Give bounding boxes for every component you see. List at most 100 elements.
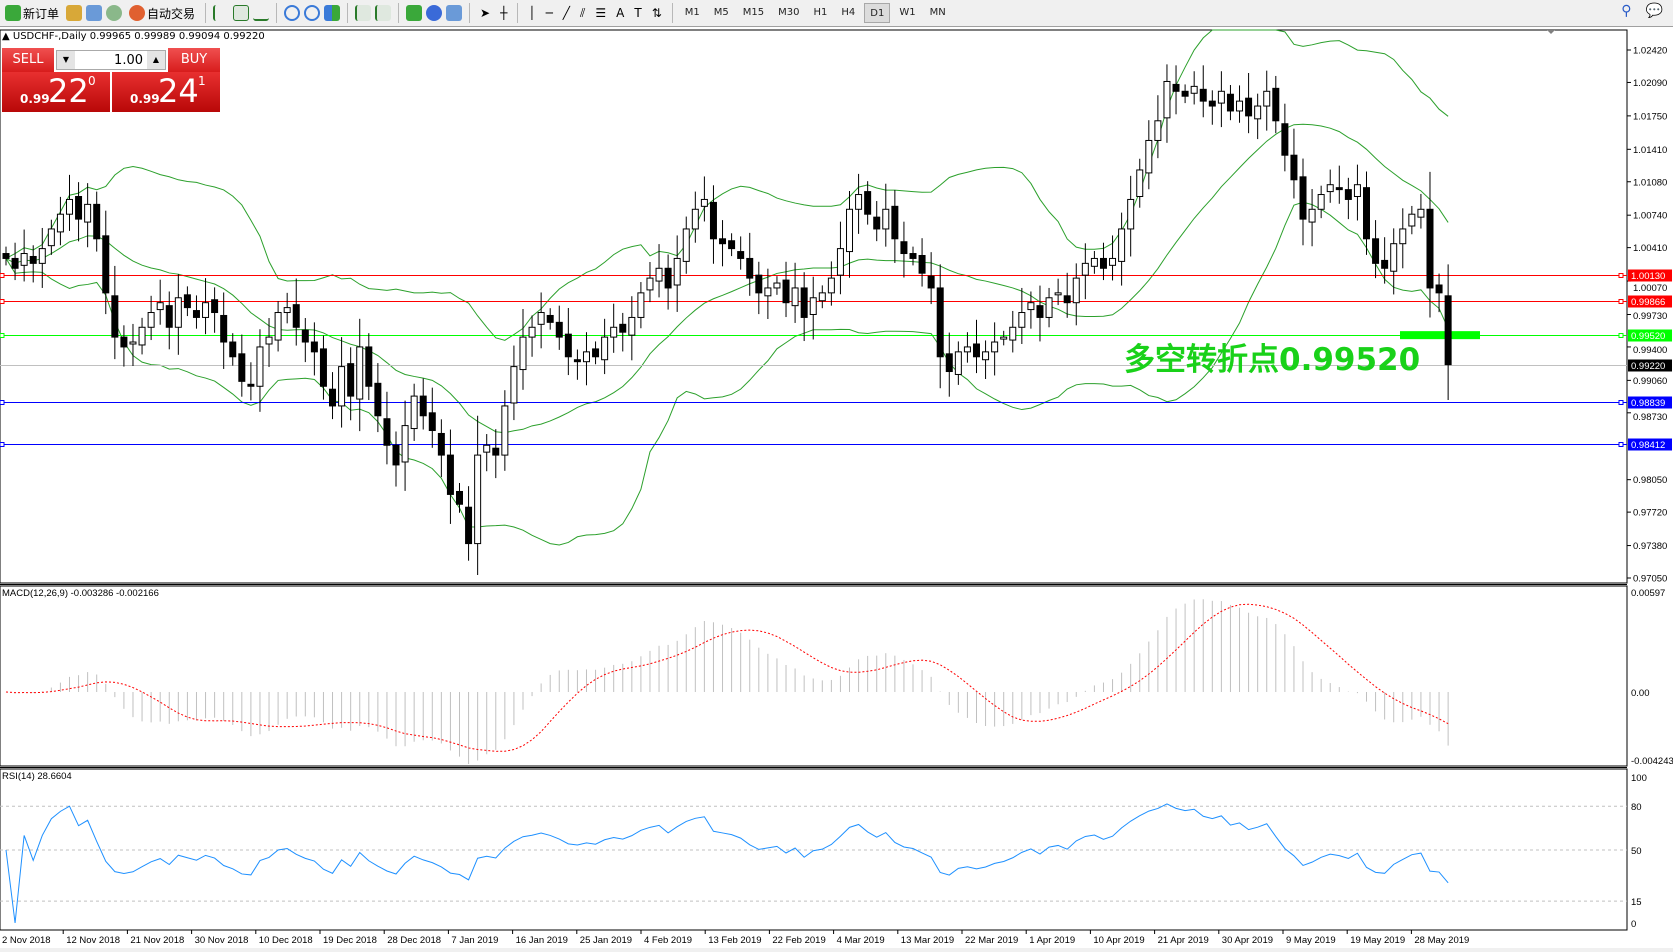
templates-icon[interactable] [446,5,463,21]
buy-price-button[interactable]: 0.99 24 1 [112,72,220,112]
divider [469,3,471,23]
candle-bear [782,279,790,304]
timeframe-m5[interactable]: M5 [713,7,729,18]
vertical-line-icon[interactable]: │ [528,6,536,20]
timeframe-h1[interactable]: H1 [813,7,828,18]
candle-bull [1317,194,1325,210]
candlestick-icon[interactable] [233,5,250,21]
status-strip [0,948,1673,952]
chart-shift-icon[interactable] [375,5,392,21]
candle-bear [2,253,10,259]
candle-bull [65,198,73,215]
price-axis-label: 1.00740 [1633,211,1667,222]
search-icon[interactable]: ⚲ [1621,3,1632,19]
horizontal-line-icon[interactable]: ─ [545,6,553,20]
crosshair-icon[interactable]: ┼ [500,6,508,20]
candle-bear [292,304,300,328]
signals-icon[interactable] [106,5,123,21]
date-axis-label: 30 Nov 2018 [195,935,249,946]
cursor-icon[interactable]: ➤ [480,6,491,20]
auto-trading-label: 自动交易 [147,6,196,21]
divider [276,3,278,23]
sell-button[interactable]: SELL [2,48,54,72]
candle-bull [1353,184,1361,198]
candle-bull [510,366,518,404]
candle-bull [601,336,609,361]
candle-bull [528,326,536,338]
candle-bull [827,277,835,294]
date-axis-label: 28 May 2019 [1414,935,1469,946]
candle-bear [1181,90,1189,97]
lot-size-stepper[interactable]: ▼ 1.00 ▲ [56,50,166,70]
timeframe-d1[interactable]: D1 [864,3,891,23]
decrease-lot-button[interactable]: ▼ [57,51,75,69]
timeframe-m1[interactable]: M1 [684,7,700,18]
timeframe-m15[interactable]: M15 [742,7,765,18]
price-chart[interactable]: 1.024201.020901.017501.014101.010801.007… [0,28,1673,952]
indicators-icon[interactable] [406,5,423,21]
rsi-axis-label: 50 [1631,846,1642,857]
timeframe-w1[interactable]: W1 [899,7,916,18]
pivot-marker [1400,331,1480,340]
timeframe-mn[interactable]: MN [929,7,946,18]
candle-bear [120,336,128,348]
candle-bear [310,341,318,353]
price-axis-label: 0.99060 [1633,376,1667,387]
chat-icon[interactable]: 💬 [1645,3,1663,19]
toolbar: 新订单 自动交易 ➤ ┼ │ ─ ╱ ⫽ ☰ A T ⇅ M1 M5 M15 M… [0,0,1673,27]
lot-size-input[interactable]: 1.00 [114,52,143,68]
timeframe-h4[interactable]: H4 [841,7,856,18]
candle-bull [700,198,708,207]
periods-icon[interactable] [426,5,443,21]
fibonacci-icon[interactable]: ☰ [595,6,607,20]
line-handle [0,333,5,338]
bid-pips: 22 [48,72,89,110]
bar-chart-icon[interactable] [213,5,229,21]
candle-bull [356,346,364,400]
text-label-icon[interactable]: T [634,6,642,20]
auto-trading-button[interactable]: 自动交易 [126,2,198,24]
candle-bear [374,382,382,417]
candle-bear [1290,154,1298,181]
date-axis-label: 4 Mar 2019 [837,935,885,946]
candle-bear [465,506,473,545]
date-axis-label: 2 Nov 2018 [2,935,51,946]
zoom-in-icon[interactable] [284,5,301,21]
date-axis-label: 16 Jan 2019 [516,935,568,946]
candle-bear [419,395,427,417]
autoscroll-icon[interactable] [355,5,372,21]
tile-windows-icon[interactable] [324,5,341,21]
text-icon[interactable]: A [616,6,625,20]
equidistant-channel-icon[interactable]: ⫽ [580,5,586,20]
new-order-button[interactable]: 新订单 [2,2,62,24]
candle-bear [165,305,173,328]
arrows-icon[interactable]: ⇅ [651,6,662,20]
price-axis-label: 0.97050 [1633,574,1667,585]
trendline-icon[interactable]: ╱ [562,6,571,20]
candle-bear [392,444,400,466]
ask-fraction: 1 [198,74,206,88]
candle-bull [156,302,164,311]
price-axis-label: 0.98050 [1633,475,1667,486]
market-watch-icon[interactable] [66,5,83,21]
candle-bear [1199,88,1207,102]
line-chart-icon[interactable] [253,5,270,21]
timeframe-m30[interactable]: M30 [778,7,800,18]
candle-bull [764,287,772,297]
data-window-icon[interactable] [86,5,103,21]
price-axis-label: 1.01410 [1633,145,1667,156]
sell-price-button[interactable]: 0.99 22 0 [2,72,110,112]
bid-prefix: 0.99 [20,92,50,106]
price-axis-label: 1.00410 [1633,243,1667,254]
candle-bull [283,307,291,314]
macd-signal-line [5,603,1449,752]
candle-bear [238,353,246,382]
buy-button[interactable]: BUY [168,48,220,72]
candle-bull [202,302,210,318]
increase-lot-button[interactable]: ▲ [147,51,165,69]
candle-bull [655,267,663,282]
candle-bull [38,248,46,264]
zoom-out-icon[interactable] [304,5,321,21]
candle-bull [265,336,273,345]
candle-bull [610,326,618,338]
